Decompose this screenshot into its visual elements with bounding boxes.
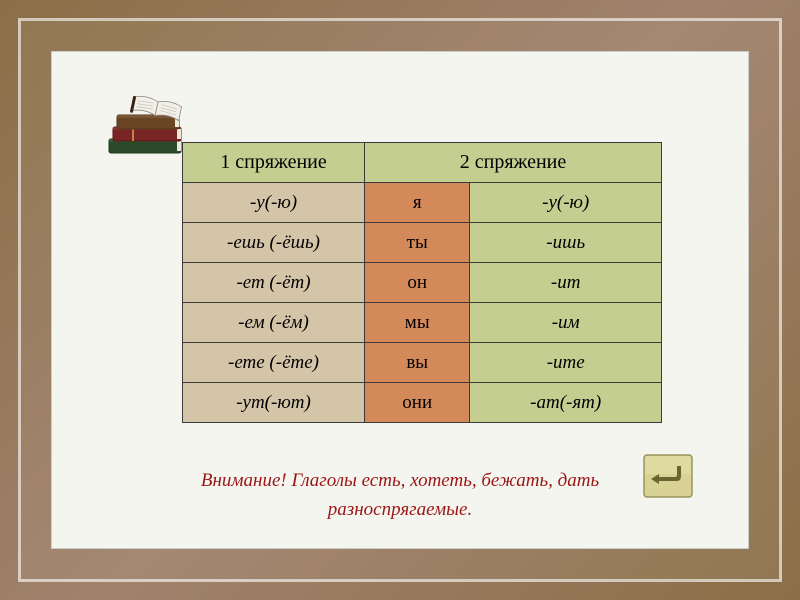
cell-left: -ут(-ют): [183, 383, 365, 423]
slide-content-panel: 1 спряжение 2 спряжение -у(-ю) я -у(-ю) …: [51, 51, 749, 549]
caption-line-2: разноспрягаемые.: [328, 499, 472, 520]
table-header-row: 1 спряжение 2 спряжение: [183, 143, 662, 183]
table-row: -ете (-ёте) вы -ите: [183, 343, 662, 383]
caption-line-1: Внимание! Глаголы есть, хотеть, бежать, …: [201, 470, 599, 491]
cell-mid: мы: [365, 303, 470, 343]
cell-left: -ете (-ёте): [183, 343, 365, 383]
cell-left: -у(-ю): [183, 183, 365, 223]
cell-left: -ем (-ём): [183, 303, 365, 343]
slide-outer-frame: 1 спряжение 2 спряжение -у(-ю) я -у(-ю) …: [18, 18, 782, 582]
cell-mid: он: [365, 263, 470, 303]
conjugation-table: 1 спряжение 2 спряжение -у(-ю) я -у(-ю) …: [182, 142, 662, 423]
cell-mid: они: [365, 383, 470, 423]
books-icon: [97, 87, 197, 182]
return-button[interactable]: [643, 454, 693, 498]
cell-right: -um: [470, 263, 662, 303]
cell-right: -ат(-ят): [470, 383, 662, 423]
cell-left: -ет (-ёт): [183, 263, 365, 303]
cell-right: -у(-ю): [470, 183, 662, 223]
table-row: -ешь (-ёшь) ты -ишь: [183, 223, 662, 263]
cell-right: -ите: [470, 343, 662, 383]
cell-right: -им: [470, 303, 662, 343]
table-row: -у(-ю) я -у(-ю): [183, 183, 662, 223]
table-row: -ут(-ют) они -ат(-ят): [183, 383, 662, 423]
cell-left: -ешь (-ёшь): [183, 223, 365, 263]
cell-mid: ты: [365, 223, 470, 263]
return-arrow-icon: [643, 454, 693, 498]
cell-mid: я: [365, 183, 470, 223]
table-row: -ет (-ёт) он -um: [183, 263, 662, 303]
header-col-1: 1 спряжение: [183, 143, 365, 183]
table-row: -ем (-ём) мы -им: [183, 303, 662, 343]
header-col-2: 2 спряжение: [365, 143, 662, 183]
cell-right: -ишь: [470, 223, 662, 263]
cell-mid: вы: [365, 343, 470, 383]
